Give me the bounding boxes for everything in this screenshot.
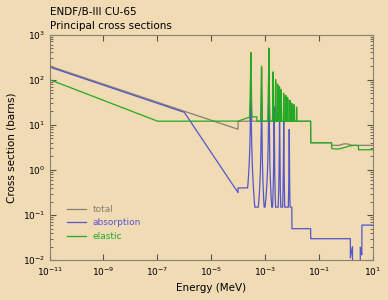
elastic — [304, 119, 308, 123]
total — [47, 64, 52, 68]
total — [370, 144, 375, 147]
absorption — [304, 227, 308, 230]
elastic — [267, 46, 271, 50]
total — [164, 103, 169, 107]
elastic — [64, 84, 68, 88]
elastic — [164, 119, 169, 123]
total — [329, 144, 334, 147]
Line: absorption: absorption — [50, 67, 372, 274]
absorption — [370, 223, 375, 227]
absorption — [350, 272, 355, 276]
elastic — [47, 78, 52, 81]
total — [267, 48, 271, 52]
elastic — [253, 115, 257, 119]
absorption — [287, 152, 291, 156]
total — [253, 119, 257, 123]
Text: ENDF/B-III CU-65
Principal cross sections: ENDF/B-III CU-65 Principal cross section… — [50, 7, 171, 31]
Y-axis label: Cross section (barns): Cross section (barns) — [7, 92, 17, 202]
Line: elastic: elastic — [50, 48, 372, 150]
Legend: total, absorption, elastic: total, absorption, elastic — [64, 201, 145, 244]
X-axis label: Energy (MeV): Energy (MeV) — [176, 283, 246, 293]
absorption — [253, 205, 257, 209]
total — [304, 119, 308, 123]
absorption — [238, 186, 243, 190]
total — [287, 119, 291, 123]
elastic — [287, 119, 291, 123]
absorption — [47, 65, 52, 69]
elastic — [370, 148, 375, 152]
absorption — [164, 104, 169, 108]
total — [238, 119, 243, 123]
Line: total: total — [50, 50, 372, 146]
elastic — [238, 118, 243, 122]
absorption — [64, 71, 68, 74]
elastic — [356, 148, 361, 152]
total — [64, 70, 68, 73]
